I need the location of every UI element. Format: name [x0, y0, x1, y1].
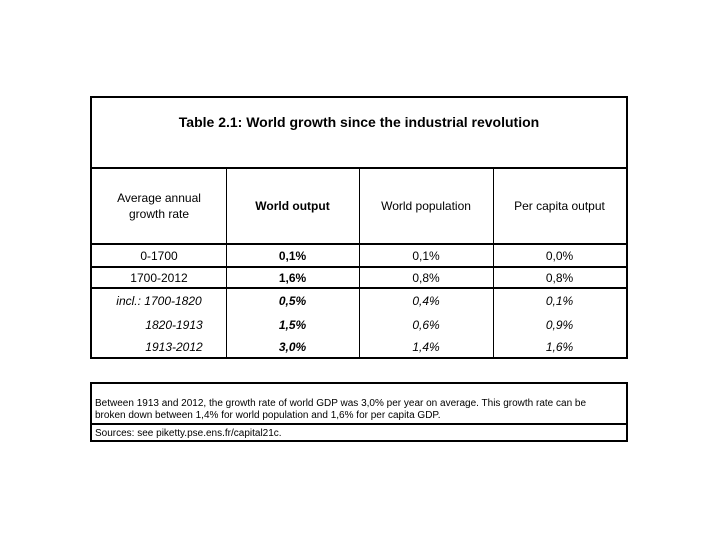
- row-label: 0-1700: [140, 248, 178, 263]
- row-divider: [92, 287, 626, 289]
- cell-per-capita-output: 0,8%: [545, 270, 574, 285]
- header-per-capita-output: Per capita output: [514, 199, 605, 213]
- cell-per-capita-output: 0,0%: [545, 248, 574, 263]
- cell-per-capita-output: 0,1%: [545, 294, 574, 308]
- cell-world-output: 1,5%: [278, 318, 307, 332]
- row-label: 1700-2012: [130, 270, 188, 285]
- table-title: Table 2.1: World growth since the indust…: [92, 98, 626, 169]
- column-divider: [226, 169, 227, 357]
- footnote-text: Between 1913 and 2012, the growth rate o…: [95, 398, 587, 421]
- row-label: 1913-2012: [145, 340, 203, 354]
- cell-world-population: 1,4%: [412, 340, 440, 354]
- header-world-output: World output: [255, 199, 330, 213]
- header-divider: [92, 243, 626, 245]
- header-growth-rate: Average annual growth rate: [117, 191, 201, 221]
- cell-world-output: 0,1%: [278, 248, 307, 263]
- source-note: Sources: see piketty.pse.ens.fr/capital2…: [95, 428, 282, 439]
- header-world-population: World population: [381, 199, 471, 213]
- footnote-box: Between 1913 and 2012, the growth rate o…: [90, 382, 628, 442]
- growth-table: Table 2.1: World growth since the indust…: [90, 96, 628, 359]
- cell-world-population: 0,4%: [412, 294, 440, 308]
- footnote-divider: [92, 423, 626, 425]
- row-label: 1820-1913: [145, 318, 203, 332]
- cell-per-capita-output: 1,6%: [545, 340, 574, 354]
- cell-world-output: 3,0%: [278, 340, 307, 354]
- column-divider: [359, 169, 360, 357]
- column-divider: [493, 169, 494, 357]
- cell-world-population: 0,1%: [412, 248, 440, 263]
- cell-world-population: 0,8%: [412, 270, 440, 285]
- row-divider: [92, 266, 626, 268]
- cell-world-output: 1,6%: [278, 270, 307, 285]
- cell-world-output: 0,5%: [278, 294, 307, 308]
- cell-world-population: 0,6%: [412, 318, 440, 332]
- row-label: incl.: 1700-1820: [116, 294, 202, 308]
- cell-per-capita-output: 0,9%: [545, 318, 574, 332]
